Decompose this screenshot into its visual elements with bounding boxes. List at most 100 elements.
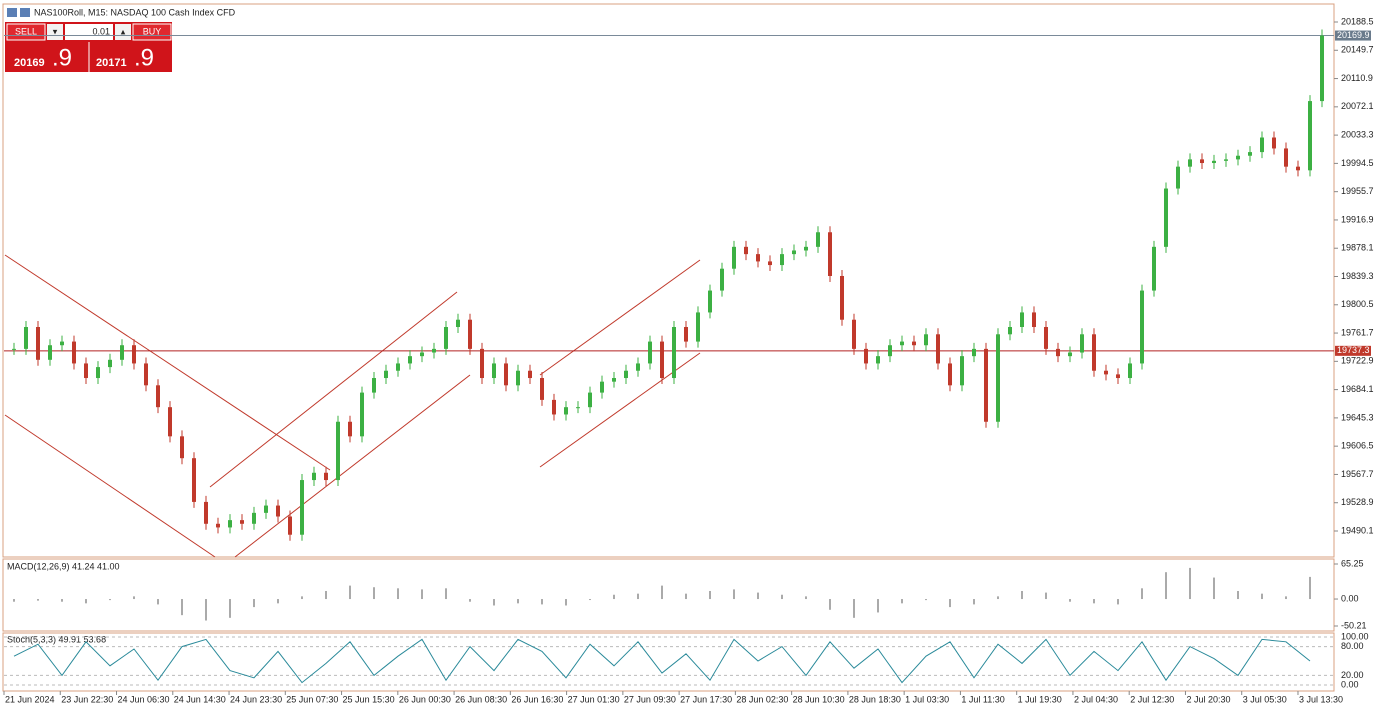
- macd-bar: [1309, 576, 1311, 600]
- candle: [576, 407, 580, 409]
- candle: [1104, 370, 1108, 375]
- candle: [312, 472, 316, 481]
- arrow: ▴: [121, 26, 126, 36]
- candle: [708, 290, 712, 313]
- sell-price[interactable]: 20169: [14, 57, 45, 69]
- price-tick-label: 19839.3: [1341, 271, 1374, 281]
- candle: [864, 348, 868, 364]
- time-label: 21 Jun 2024: [5, 694, 55, 704]
- candle: [1248, 152, 1252, 156]
- macd-bar: [253, 599, 255, 608]
- candle: [24, 327, 28, 349]
- candle: [912, 341, 916, 346]
- candle: [948, 363, 952, 386]
- time-label: 24 Jun 06:30: [118, 694, 170, 704]
- time-label: 1 Jul 19:30: [1018, 694, 1062, 704]
- macd-bar: [469, 599, 471, 602]
- stoch-tick-label: 100.00: [1341, 631, 1369, 641]
- candle: [156, 385, 160, 408]
- macd-bar: [229, 599, 231, 618]
- buy-fraction: .9: [134, 44, 154, 71]
- candle: [588, 392, 592, 408]
- macd-bar: [61, 599, 63, 602]
- candle: [564, 407, 568, 415]
- buy-price[interactable]: 20171: [96, 57, 127, 69]
- time-label: 3 Jul 13:30: [1299, 694, 1343, 704]
- price-tick-label: 20033.3: [1341, 129, 1374, 139]
- candle: [552, 399, 556, 415]
- candle: [48, 345, 52, 360]
- candle: [540, 378, 544, 400]
- candle: [384, 370, 388, 379]
- candle: [744, 246, 748, 255]
- macd-bar: [157, 599, 159, 605]
- candle: [240, 520, 244, 524]
- candle: [1092, 334, 1096, 371]
- candle: [1140, 290, 1144, 364]
- candle: [732, 246, 736, 269]
- candle: [420, 352, 424, 357]
- candle: [348, 421, 352, 437]
- price-tick-label: 20149.7: [1341, 45, 1374, 55]
- time-label: 28 Jun 10:30: [793, 694, 845, 704]
- macd-bar: [1141, 588, 1143, 600]
- price-tick-label: 19645.3: [1341, 412, 1374, 422]
- candle: [780, 254, 784, 266]
- chart-header: NAS100Roll, M15: NASDAQ 100 Cash Index C…: [34, 7, 236, 17]
- macd-bar: [205, 599, 207, 621]
- candle: [1224, 159, 1228, 161]
- macd-bar: [493, 599, 495, 606]
- candle: [180, 436, 184, 459]
- price-tick-label: 19528.9: [1341, 497, 1374, 507]
- sell-fraction: .9: [52, 44, 72, 71]
- main-frame: [2, 3, 1335, 558]
- candle: [84, 363, 88, 379]
- time-label: 26 Jun 16:30: [511, 694, 563, 704]
- time-label: 24 Jun 14:30: [174, 694, 226, 704]
- time-label: 25 Jun 15:30: [343, 694, 395, 704]
- candle: [1320, 35, 1324, 102]
- macd-bar: [733, 589, 735, 600]
- candle: [648, 341, 652, 364]
- macd-bar: [637, 593, 639, 600]
- sell-label: SELL: [15, 26, 37, 36]
- candle: [408, 356, 412, 364]
- macd-bar: [589, 599, 591, 601]
- stoch-title: Stoch(5,3,3) 49.91 53.68: [7, 634, 106, 644]
- candle: [840, 275, 844, 320]
- macd-bar: [373, 587, 375, 600]
- macd-bar: [421, 589, 423, 600]
- candle: [336, 421, 340, 481]
- candle: [816, 232, 820, 247]
- candle: [960, 356, 964, 386]
- candle: [1308, 101, 1312, 171]
- stoch-frame: [2, 632, 1335, 692]
- candle: [1152, 246, 1156, 291]
- price-tick-label: 19955.7: [1341, 186, 1374, 196]
- macd-bar: [1165, 572, 1167, 600]
- macd-bar: [109, 599, 111, 601]
- macd-bar: [325, 590, 327, 600]
- macd-bar: [1261, 593, 1263, 600]
- candle: [12, 348, 16, 350]
- macd-bar: [1045, 592, 1047, 600]
- macd-bar: [949, 599, 951, 608]
- macd-bar: [853, 599, 855, 618]
- candle: [1176, 166, 1180, 189]
- candle: [1008, 327, 1012, 335]
- candle: [456, 319, 460, 328]
- candle: [768, 261, 772, 266]
- candle: [1032, 312, 1036, 328]
- macd-bar: [685, 593, 687, 600]
- candle: [828, 232, 832, 276]
- macd-bar: [133, 596, 135, 600]
- candle: [804, 246, 808, 251]
- candle: [288, 516, 292, 535]
- candle: [192, 458, 196, 502]
- chart-icon: [7, 8, 17, 17]
- macd-bar: [397, 588, 399, 600]
- macd-frame: [2, 558, 1335, 632]
- time-label: 28 Jun 02:30: [736, 694, 788, 704]
- candle: [1260, 137, 1264, 153]
